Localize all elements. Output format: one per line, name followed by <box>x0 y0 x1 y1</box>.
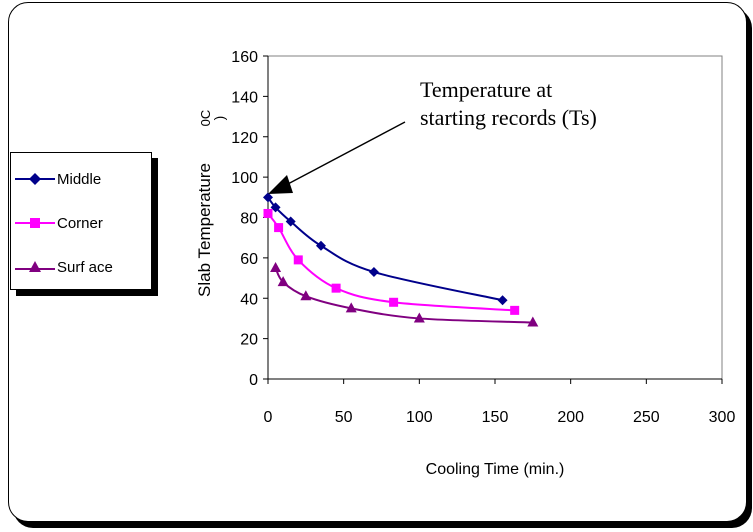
y-tick-label: 160 <box>231 49 258 66</box>
y-axis-unit-paren: ) <box>211 116 227 121</box>
legend-item-middle: Middle <box>15 169 101 189</box>
x-tick-label: 300 <box>709 409 736 426</box>
y-tick-label: 20 <box>240 332 258 349</box>
x-tick-label: 50 <box>335 409 353 426</box>
annotation-line-1: Temperature at <box>420 77 553 102</box>
legend-label-corner: Corner <box>57 214 103 232</box>
data-point-marker <box>263 192 273 203</box>
y-tick-label: 120 <box>231 130 258 147</box>
y-axis-ticks: 0 20 40 60 80 100 120 140 160 <box>231 49 268 389</box>
data-point-marker <box>413 312 425 323</box>
data-point-marker <box>497 295 508 306</box>
data-point-marker <box>270 202 281 213</box>
series-markers <box>263 192 539 327</box>
x-axis-ticks: 0 50 100 150 200 250 300 <box>264 379 736 426</box>
data-point-marker <box>285 216 296 227</box>
y-axis-label: Slab Temperature <box>195 163 214 297</box>
data-point-marker <box>277 276 289 287</box>
x-tick-label: 0 <box>264 409 273 426</box>
data-point-marker <box>345 302 357 313</box>
data-point-marker <box>300 290 312 301</box>
y-tick-label: 0 <box>249 372 258 389</box>
legend: Middle Corner Surf ace <box>10 152 152 290</box>
data-point-marker <box>293 255 303 265</box>
annotation-line-2: starting records (Ts) <box>420 105 597 130</box>
y-tick-label: 140 <box>231 89 258 106</box>
data-point-marker <box>527 316 539 327</box>
x-tick-label: 250 <box>633 409 660 426</box>
legend-marker-corner <box>15 218 55 228</box>
data-point-marker <box>315 240 326 251</box>
y-tick-label: 40 <box>240 291 258 308</box>
annotation-arrow-line <box>285 121 406 186</box>
legend-item-corner: Corner <box>15 213 103 233</box>
y-tick-label: 60 <box>240 251 258 268</box>
y-tick-label: 80 <box>240 211 258 228</box>
series-line-0 <box>267 196 503 302</box>
legend-marker-middle <box>15 173 55 185</box>
x-tick-label: 150 <box>482 409 509 426</box>
y-tick-label: 100 <box>231 170 258 187</box>
data-point-marker <box>263 208 273 218</box>
legend-label-middle: Middle <box>57 170 102 188</box>
annotation-arrowhead <box>268 175 293 194</box>
x-tick-label: 200 <box>557 409 584 426</box>
y-axis-unit-label: 0C <box>198 110 213 127</box>
legend-item-surface: Surf ace <box>15 257 113 277</box>
data-point-marker <box>331 283 341 293</box>
data-point-marker <box>510 305 520 315</box>
data-point-marker <box>270 261 282 272</box>
series-line-2 <box>274 267 533 324</box>
annotation-text: Temperature at starting records (Ts) <box>420 76 597 132</box>
data-point-marker <box>274 223 284 233</box>
x-tick-label: 100 <box>406 409 433 426</box>
data-point-marker <box>389 297 399 307</box>
legend-label-surface: Surf ace <box>57 258 113 276</box>
data-point-marker <box>368 267 379 278</box>
x-axis-label: Cooling Time (min.) <box>426 461 565 478</box>
series-lines <box>267 196 533 324</box>
legend-marker-surface <box>15 261 55 272</box>
